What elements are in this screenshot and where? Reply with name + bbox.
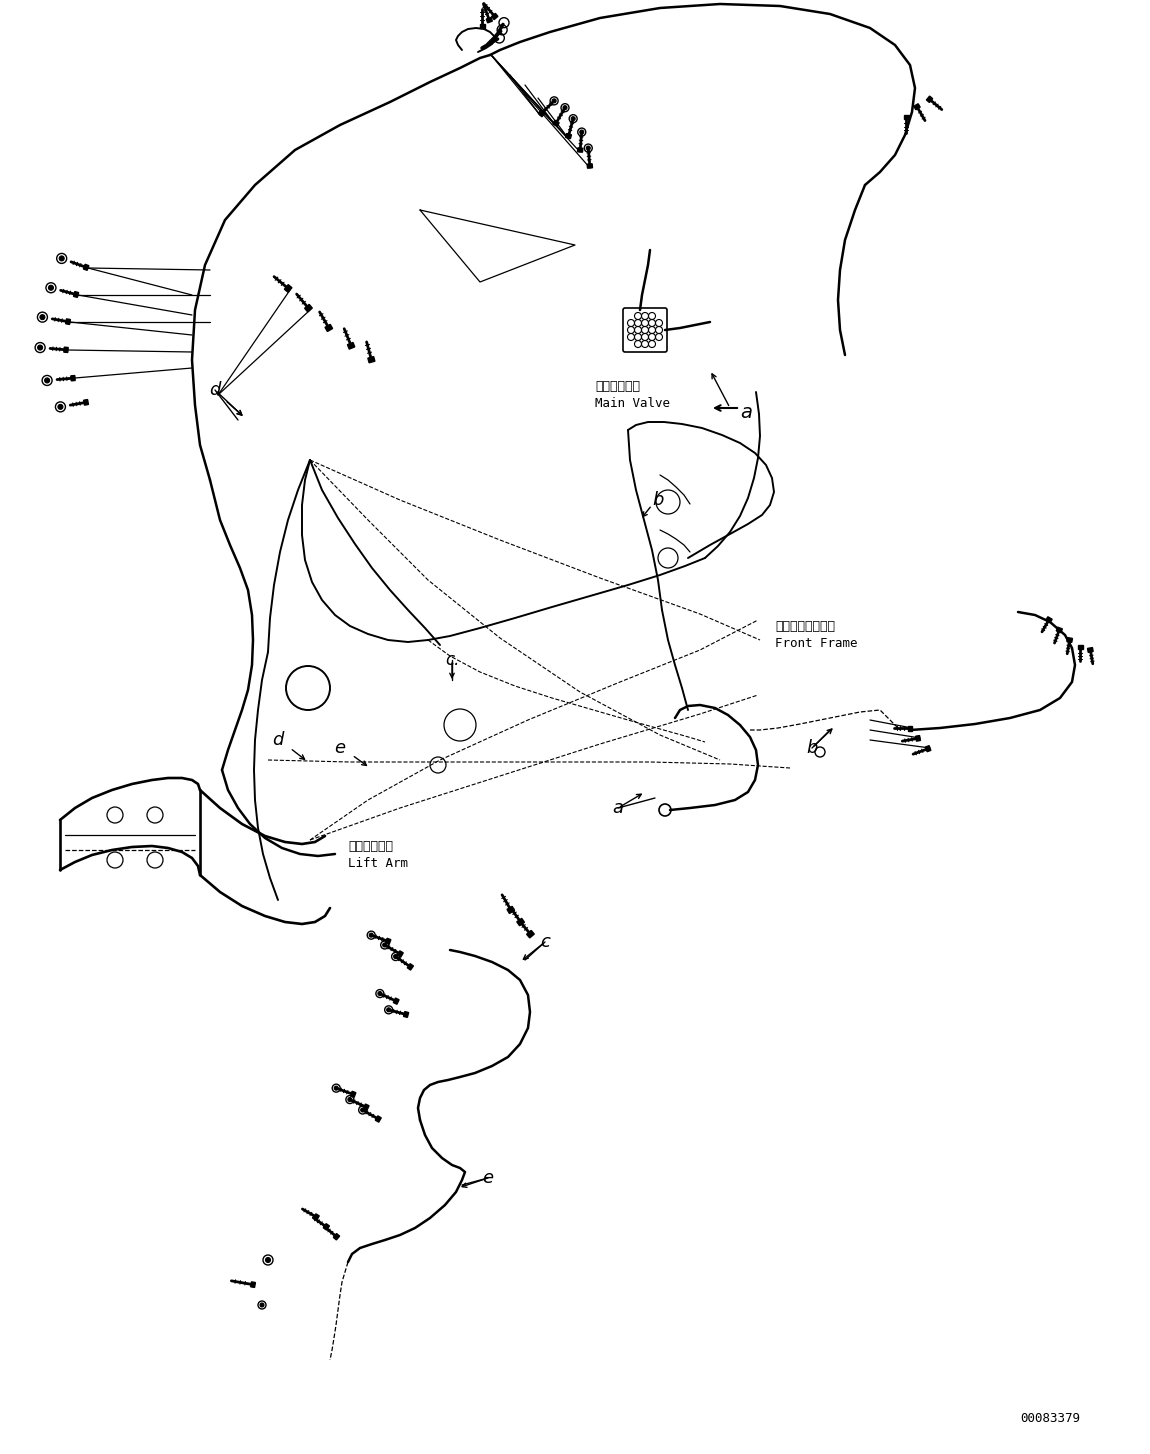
Polygon shape [491, 13, 498, 19]
Polygon shape [588, 164, 592, 169]
Polygon shape [538, 111, 545, 116]
Polygon shape [397, 951, 404, 957]
Text: Front Frame: Front Frame [775, 637, 858, 650]
Text: d: d [209, 381, 221, 398]
Polygon shape [1057, 627, 1063, 632]
Circle shape [564, 106, 567, 109]
Text: d: d [273, 731, 284, 749]
Circle shape [552, 99, 557, 103]
Text: e: e [335, 739, 345, 758]
Polygon shape [284, 285, 292, 292]
Text: e: e [483, 1169, 493, 1186]
Text: フロントフレーム: フロントフレーム [775, 619, 835, 632]
Circle shape [378, 992, 382, 996]
Circle shape [580, 129, 584, 134]
Text: リフトアーム: リフトアーム [348, 840, 393, 853]
Circle shape [361, 1108, 365, 1112]
Polygon shape [904, 115, 909, 119]
Polygon shape [323, 1224, 329, 1230]
Polygon shape [66, 318, 70, 324]
Polygon shape [1088, 647, 1094, 653]
Polygon shape [313, 1214, 320, 1220]
Polygon shape [334, 1233, 339, 1240]
Polygon shape [480, 25, 484, 28]
Circle shape [586, 145, 590, 150]
Polygon shape [404, 1012, 408, 1018]
Polygon shape [908, 726, 912, 730]
Polygon shape [375, 1115, 382, 1122]
Polygon shape [351, 1092, 355, 1098]
Circle shape [45, 378, 49, 382]
Circle shape [383, 944, 386, 947]
Polygon shape [915, 736, 920, 742]
Polygon shape [486, 17, 492, 23]
Circle shape [335, 1086, 338, 1090]
Text: b: b [806, 739, 818, 758]
Circle shape [393, 954, 398, 958]
Text: a: a [613, 800, 623, 817]
Polygon shape [553, 121, 559, 126]
Circle shape [347, 1098, 352, 1102]
Text: c: c [540, 933, 550, 951]
Polygon shape [385, 938, 391, 944]
Polygon shape [926, 746, 930, 752]
Circle shape [38, 345, 43, 350]
Polygon shape [393, 997, 399, 1005]
Text: a: a [739, 403, 752, 422]
Polygon shape [71, 375, 75, 381]
Polygon shape [84, 400, 89, 406]
Polygon shape [527, 931, 535, 938]
Polygon shape [363, 1104, 369, 1111]
Polygon shape [1078, 646, 1082, 648]
Polygon shape [84, 265, 89, 270]
Polygon shape [914, 103, 920, 109]
Circle shape [260, 1303, 265, 1307]
Polygon shape [507, 906, 514, 913]
Polygon shape [577, 148, 583, 153]
Polygon shape [566, 134, 572, 138]
Polygon shape [347, 343, 355, 349]
Circle shape [58, 404, 63, 410]
Text: Lift Arm: Lift Arm [348, 856, 408, 869]
Polygon shape [407, 964, 414, 970]
Text: メインバルブ: メインバルブ [595, 379, 641, 393]
Circle shape [572, 116, 575, 121]
Polygon shape [74, 292, 78, 298]
Text: 00083379: 00083379 [1020, 1412, 1080, 1425]
Circle shape [59, 256, 64, 260]
Polygon shape [1067, 637, 1073, 643]
Circle shape [386, 1008, 391, 1012]
Polygon shape [325, 324, 332, 332]
Polygon shape [63, 348, 68, 352]
Polygon shape [516, 919, 524, 926]
Polygon shape [927, 96, 933, 102]
Circle shape [40, 314, 45, 320]
Circle shape [369, 933, 374, 938]
Polygon shape [1045, 616, 1052, 622]
Polygon shape [305, 304, 313, 313]
Text: c.: c. [445, 651, 459, 669]
Text: b: b [652, 491, 664, 509]
Text: Main Valve: Main Valve [595, 397, 670, 410]
Polygon shape [368, 356, 375, 364]
Circle shape [266, 1258, 270, 1262]
Polygon shape [251, 1282, 255, 1287]
Circle shape [48, 285, 53, 291]
